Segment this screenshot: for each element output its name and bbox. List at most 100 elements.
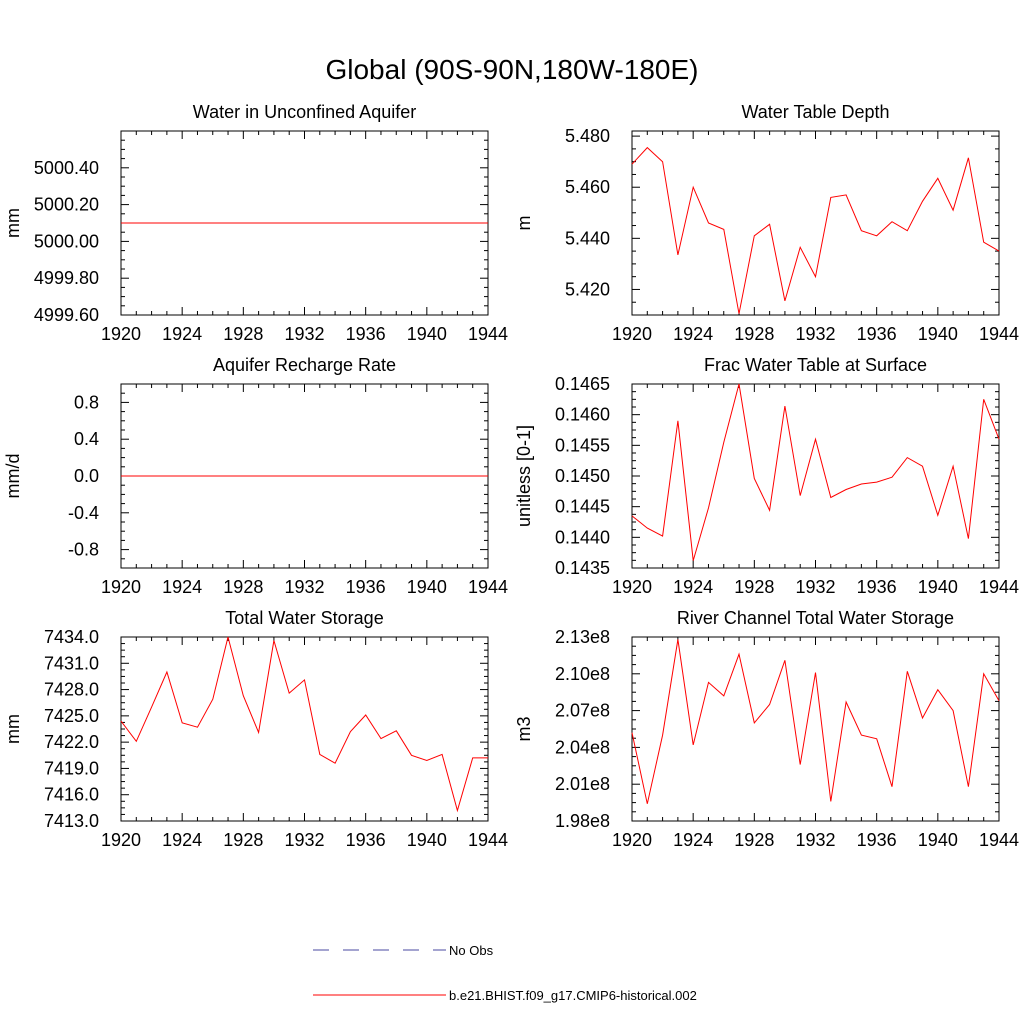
- x-tick-label: 1936: [346, 830, 386, 850]
- plot-frame: [631, 383, 1000, 569]
- chart-panel-6: River Channel Total Water Storage m3 1920 1…: [514, 608, 1019, 850]
- x-tick-label: 1936: [857, 830, 897, 850]
- y-tick-label: 7416.0: [44, 785, 99, 805]
- chart-panel-1: Water in Unconfined Aquifer mm 1920 1924 192…: [3, 102, 508, 344]
- y-axis-label: m: [514, 216, 534, 231]
- y-tick-label: -0.8: [68, 540, 99, 560]
- legend-model-label: b.e21.BHIST.f09_g17.CMIP6-historical.002: [449, 988, 697, 1003]
- x-tick-label: 1932: [284, 830, 324, 850]
- panel-title: Water in Unconfined Aquifer: [193, 102, 416, 122]
- x-tick-label: 1924: [162, 830, 202, 850]
- y-tick-label: 5000.00: [34, 231, 99, 251]
- y-tick-label: 7422.0: [44, 732, 99, 752]
- panel-title: Frac Water Table at Surface: [704, 355, 927, 375]
- y-axis-label: mm: [3, 208, 23, 238]
- y-tick-label: 7425.0: [44, 706, 99, 726]
- y-tick-label: 0.1435: [555, 558, 610, 578]
- y-tick-label: 2.13e8: [555, 627, 610, 647]
- x-tick-label: 1924: [673, 830, 713, 850]
- x-tick-label: 1944: [468, 577, 508, 597]
- x-tick-label: 1924: [162, 577, 202, 597]
- x-tick-label: 1928: [734, 324, 774, 344]
- y-tick-label: 5000.40: [34, 158, 99, 178]
- y-tick-label: 0.1455: [555, 435, 610, 455]
- y-tick-label: 5.480: [565, 126, 610, 146]
- y-tick-label: 0.1445: [555, 497, 610, 517]
- panel-title: Water Table Depth: [741, 102, 889, 122]
- y-tick-label: -0.4: [68, 503, 99, 523]
- x-tick-label: 1940: [918, 830, 958, 850]
- main-title: Global (90S-90N,180W-180E): [325, 54, 699, 85]
- series-line: [631, 639, 1000, 804]
- y-tick-label: 0.1465: [555, 374, 610, 394]
- y-tick-label: 5.420: [565, 279, 610, 299]
- y-tick-label: 7428.0: [44, 680, 99, 700]
- x-tick-label: 1944: [468, 324, 508, 344]
- series-line: [120, 636, 488, 813]
- x-tick-label: 1944: [468, 830, 508, 850]
- x-tick-label: 1920: [101, 324, 141, 344]
- y-tick-label: 7419.0: [44, 758, 99, 778]
- x-tick-label: 1936: [857, 577, 897, 597]
- y-axis-label: unitless [0-1]: [514, 425, 534, 527]
- y-tick-label: 7431.0: [44, 653, 99, 673]
- y-tick-label: 7413.0: [44, 811, 99, 831]
- y-tick-label: 2.01e8: [555, 774, 610, 794]
- y-axis-label: mm/d: [3, 454, 23, 499]
- x-tick-label: 1936: [346, 577, 386, 597]
- chart-panel-5: Total Water Storage mm 1920 1924 1928 1932 193…: [3, 608, 508, 850]
- x-tick-label: 1944: [979, 830, 1019, 850]
- plot-frame: [631, 636, 1000, 822]
- x-tick-label: 1920: [101, 830, 141, 850]
- legend: No Obs b.e21.BHIST.f09_g17.CMIP6-historic…: [313, 943, 697, 1003]
- x-tick-label: 1940: [918, 577, 958, 597]
- y-tick-label: 4999.80: [34, 268, 99, 288]
- panel-title: Total Water Storage: [225, 608, 383, 628]
- y-tick-label: 0.8: [74, 392, 99, 412]
- y-tick-label: 2.10e8: [555, 664, 610, 684]
- x-tick-label: 1932: [795, 324, 835, 344]
- x-tick-label: 1940: [407, 577, 447, 597]
- y-tick-label: 4999.60: [34, 305, 99, 325]
- x-tick-label: 1920: [612, 830, 652, 850]
- x-tick-label: 1924: [162, 324, 202, 344]
- x-tick-label: 1928: [223, 324, 263, 344]
- x-tick-label: 1940: [918, 324, 958, 344]
- x-tick-label: 1932: [284, 577, 324, 597]
- x-tick-label: 1932: [284, 324, 324, 344]
- y-tick-label: 0.1450: [555, 466, 610, 486]
- x-tick-label: 1944: [979, 324, 1019, 344]
- x-tick-label: 1920: [612, 577, 652, 597]
- y-tick-label: 2.07e8: [555, 701, 610, 721]
- x-tick-label: 1928: [223, 830, 263, 850]
- x-tick-label: 1924: [673, 577, 713, 597]
- y-axis-label: mm: [3, 714, 23, 744]
- plot-frame: [120, 636, 489, 822]
- x-tick-label: 1936: [857, 324, 897, 344]
- x-tick-label: 1924: [673, 324, 713, 344]
- y-tick-label: 0.1440: [555, 527, 610, 547]
- x-tick-label: 1932: [795, 830, 835, 850]
- y-tick-label: 2.04e8: [555, 737, 610, 757]
- legend-obs-label: No Obs: [449, 943, 494, 958]
- y-tick-label: 5.460: [565, 177, 610, 197]
- y-axis-label: m3: [514, 716, 534, 741]
- x-tick-label: 1920: [612, 324, 652, 344]
- x-tick-label: 1928: [223, 577, 263, 597]
- x-tick-label: 1928: [734, 577, 774, 597]
- x-tick-label: 1932: [795, 577, 835, 597]
- x-tick-label: 1940: [407, 830, 447, 850]
- chart-panel-2: Water Table Depth m 1920 1924 1928 1932 1936 19…: [514, 102, 1019, 344]
- y-tick-label: 0.4: [74, 429, 99, 449]
- y-tick-label: 5.440: [565, 228, 610, 248]
- panel-title: River Channel Total Water Storage: [677, 608, 954, 628]
- y-tick-label: 7434.0: [44, 627, 99, 647]
- series-line: [631, 146, 1000, 314]
- panel-title: Aquifer Recharge Rate: [213, 355, 396, 375]
- y-tick-label: 0.0: [74, 466, 99, 486]
- x-tick-label: 1936: [346, 324, 386, 344]
- x-tick-label: 1940: [407, 324, 447, 344]
- chart-panel-4: Frac Water Table at Surface unitless [0-1…: [514, 355, 1019, 597]
- series-line: [631, 383, 1000, 561]
- y-tick-label: 5000.20: [34, 195, 99, 215]
